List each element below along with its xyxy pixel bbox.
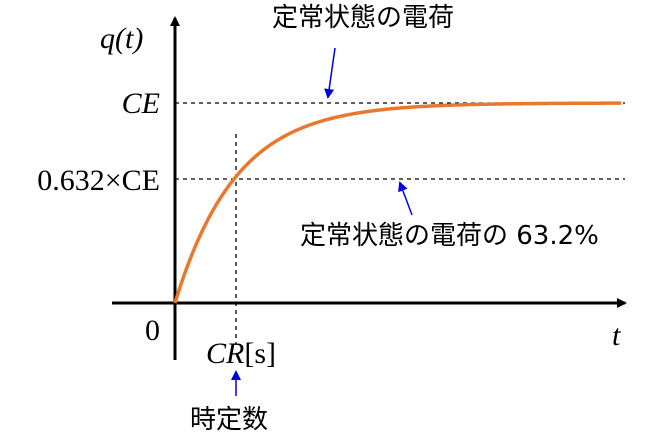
cr-label: CR[s]: [206, 337, 276, 370]
fraction-note: 定常状態の電荷の 63.2%: [300, 221, 599, 251]
fraction-arrow: [398, 181, 413, 216]
charge-curve: [173, 101, 622, 304]
steady-arrow: [324, 47, 336, 99]
steady-note: 定常状態の電荷: [272, 3, 454, 33]
origin-label: 0: [145, 314, 160, 347]
tau-note: 時定数: [190, 405, 268, 435]
x-label: t: [612, 319, 621, 352]
fraction-label: 0.632×CE: [37, 164, 160, 197]
y-label: q(t): [100, 22, 143, 55]
ce-label: CE: [122, 87, 160, 120]
